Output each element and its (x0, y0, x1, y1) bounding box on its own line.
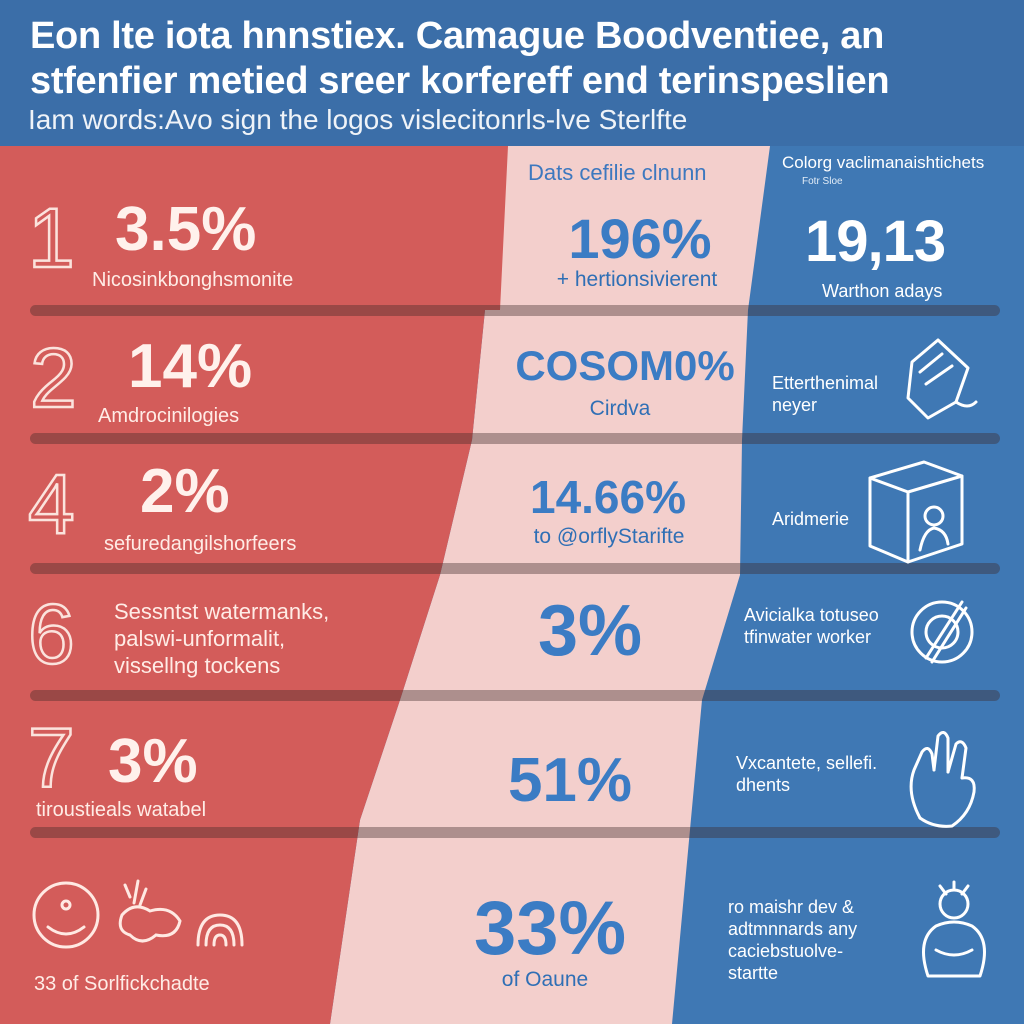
right-subheading: Fotr Sloe (802, 176, 843, 187)
rank-number: 1 (27, 191, 76, 285)
middle-stat-value: 196% (568, 207, 712, 270)
right-stat-caption: ro maishr dev & adtmnnards any caciebstu… (728, 897, 858, 983)
rank-number: 7 (27, 711, 76, 805)
finger-tap-icon (906, 338, 978, 420)
middle-stat-caption: of Oaune (501, 968, 589, 991)
middle-stat-value: 51% (507, 746, 633, 815)
wrench-gear-icon (910, 600, 974, 664)
row-divider (30, 563, 1000, 574)
left-stat-caption: Sessntst watermanks, palswi-unformalit, … (114, 599, 330, 678)
middle-stat-caption: Cirdva (589, 397, 651, 420)
doodle-icons-group (32, 879, 244, 949)
middle-heading: Dats cefilie clnunn (528, 160, 707, 185)
left-stat-caption: Nicosinkbonghsmonite (92, 269, 294, 291)
hand-icon (909, 731, 976, 828)
row-divider (30, 827, 1000, 838)
box-person-icon (868, 460, 964, 564)
left-stat-caption: tiroustieals watabel (36, 799, 207, 821)
right-stat-caption: Vxcantete, sellefi. dhents (736, 753, 878, 795)
middle-stat-caption: + hertionsivierent (556, 268, 718, 291)
page-title: Eon lte iota hnnstiex. Camague Boodventi… (30, 15, 890, 102)
left-stat-value: 3.5% (115, 195, 257, 264)
right-stat-caption: Warthon adays (822, 281, 943, 301)
rank-number: 4 (27, 457, 76, 551)
middle-stat-value: COSOM0% (515, 342, 735, 389)
page-subtitle: Iam words:Avo sign the logos vislecitonr… (28, 104, 688, 135)
left-stat-value: 3% (108, 727, 198, 796)
right-stat-value: 19,13 (805, 209, 946, 274)
right-stat-caption: Avicialka totuseo tfinwater worker (744, 605, 879, 647)
right-stat-caption: Etterthenimal neyer (772, 373, 879, 415)
left-stat-caption: 33 of Sorlfickchadte (34, 973, 210, 995)
row-divider (30, 433, 1000, 444)
left-stat-caption: Amdrocinilogies (98, 405, 240, 427)
row-divider (30, 305, 1000, 316)
person-sketch-icon (922, 880, 986, 978)
middle-stat-value: 3% (537, 591, 643, 671)
middle-stat-caption: to @orflyStarifte (533, 525, 685, 548)
header-banner: Eon lte iota hnnstiex. Camague Boodventi… (0, 0, 1024, 146)
column-backgrounds (0, 146, 1024, 1024)
rank-number: 2 (29, 331, 78, 425)
row-divider (30, 690, 1000, 701)
left-stat-value: 14% (128, 332, 253, 401)
left-stat-value: 2% (140, 457, 230, 526)
rank-number: 6 (27, 587, 76, 681)
right-heading: Colorg vaclimanaishtichets (782, 153, 985, 172)
left-stat-caption: sefuredangilshorfeers (104, 533, 297, 555)
right-stat-caption: Aridmerie (772, 509, 850, 529)
middle-stat-value: 14.66% (529, 471, 686, 523)
middle-stat-value: 33% (473, 886, 627, 971)
